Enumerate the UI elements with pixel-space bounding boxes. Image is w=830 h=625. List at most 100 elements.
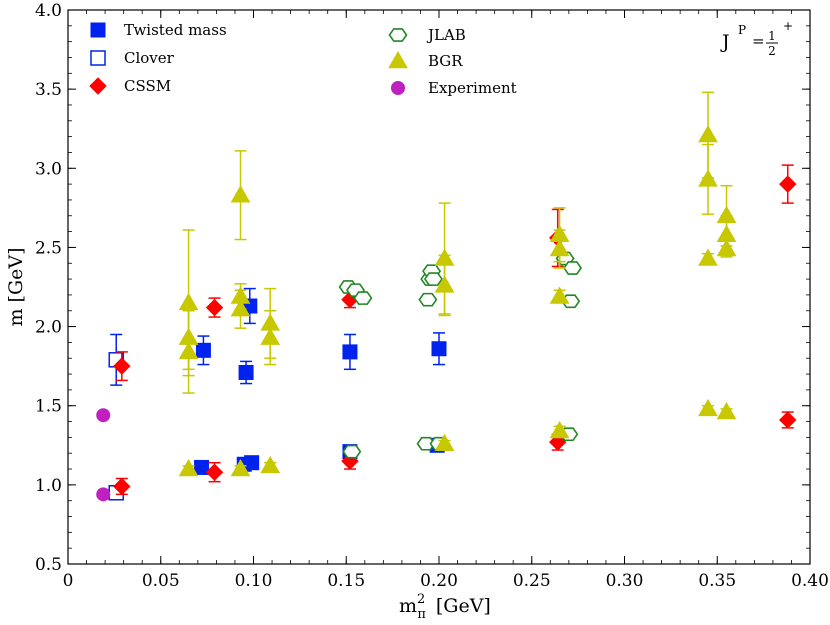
data-point — [716, 224, 737, 243]
x-tick-label: 0.15 — [327, 571, 365, 591]
series-experiment — [96, 408, 111, 502]
data-point — [195, 342, 211, 358]
legend-label: Clover — [124, 49, 175, 67]
x-tick-label: 0.25 — [513, 571, 551, 591]
data-point — [716, 205, 737, 224]
series-cssm — [113, 164, 797, 496]
legend-entry: Twisted mass — [90, 21, 227, 39]
legend-label: JLAB — [426, 26, 466, 44]
y-tick-label: 1.0 — [35, 476, 62, 496]
plot-frame — [67, 9, 811, 565]
x-tick-label: 0.35 — [698, 571, 736, 591]
legend-label: Twisted mass — [124, 21, 227, 39]
data-point — [423, 272, 443, 286]
data-point — [418, 292, 438, 307]
data-point — [230, 459, 251, 477]
annotation-parity-sign: + — [783, 19, 793, 33]
data-point — [113, 477, 131, 496]
data-marks — [96, 91, 797, 502]
data-point — [342, 444, 362, 459]
data-point — [205, 463, 224, 481]
data-point — [549, 239, 570, 257]
data-point — [230, 185, 251, 203]
annotation-equals: = — [752, 32, 765, 50]
data-point — [779, 175, 797, 193]
legend-marker — [89, 77, 107, 95]
y-tick-label: 1.5 — [35, 397, 62, 417]
data-point — [178, 341, 199, 360]
data-point — [96, 408, 111, 423]
legend-entry: CSSM — [89, 77, 171, 95]
data-point — [205, 298, 224, 317]
data-point — [434, 275, 455, 293]
x-tick-label: 0.30 — [606, 571, 644, 591]
data-point — [194, 459, 210, 475]
legend-marker — [388, 28, 408, 42]
annotation-numerator: 1 — [768, 29, 776, 43]
legend-entry: BGR — [388, 50, 463, 70]
legend-entry: JLAB — [388, 26, 466, 44]
data-point — [434, 248, 455, 266]
legend-entry: Experiment — [391, 79, 517, 97]
y-tick-label: 2.5 — [35, 238, 62, 258]
legend-label: Experiment — [428, 79, 517, 97]
data-point — [230, 286, 251, 304]
data-point — [353, 291, 373, 305]
data-point — [260, 455, 281, 474]
legend: Twisted mass Clover CSSM JLAB BGR Experiment — [89, 21, 517, 97]
legend-marker — [90, 22, 106, 38]
legend-marker — [391, 81, 405, 95]
y-tick-label: 0.5 — [35, 555, 62, 575]
data-point — [416, 436, 436, 451]
data-point — [244, 455, 260, 471]
data-point — [779, 411, 797, 429]
data-point — [698, 248, 718, 266]
data-point — [716, 239, 737, 257]
series-twisted-mass — [194, 287, 447, 475]
y-tick-label: 3.5 — [35, 80, 62, 100]
data-point — [230, 299, 251, 317]
data-point — [716, 402, 737, 420]
data-point — [549, 421, 570, 439]
x-tick-label: 0.40 — [791, 571, 829, 591]
axes: 0 0.05 0.10 0.15 0.20 0.25 0.30 0.35 0.40 0.5 1.0 1… — [5, 1, 829, 622]
data-point — [178, 292, 199, 311]
data-point — [431, 341, 447, 357]
legend-label: CSSM — [124, 77, 171, 95]
x-tick-label: 0.20 — [420, 571, 458, 591]
legend-label: BGR — [428, 52, 463, 70]
x-tick-label: 0.10 — [235, 571, 273, 591]
data-point — [563, 261, 583, 275]
annotation-j: J — [720, 31, 730, 53]
data-point — [434, 433, 455, 451]
y-tick-label: 2.0 — [35, 318, 62, 338]
series-jlab — [338, 251, 583, 459]
quantum-number-annotation: JP = 12 + — [720, 19, 793, 58]
data-point — [342, 344, 358, 360]
x-axis-title: m2 π [GeV] — [399, 592, 491, 622]
data-point — [178, 459, 199, 477]
y-tick-label: 3.0 — [35, 159, 62, 179]
data-point — [238, 364, 254, 380]
annotation-denominator: 2 — [768, 44, 776, 58]
legend-marker — [388, 50, 408, 69]
legend-entry: Clover — [90, 49, 175, 67]
data-point — [96, 487, 111, 502]
y-tick-label: 4.0 — [35, 1, 62, 21]
data-point — [698, 169, 718, 187]
data-point — [260, 327, 281, 345]
series-bgr — [178, 91, 737, 477]
data-point — [178, 327, 199, 345]
data-point — [698, 125, 718, 143]
y-axis-title: m [GeV] — [5, 247, 27, 326]
annotation-p: P — [738, 23, 746, 37]
data-point — [260, 313, 281, 331]
data-point — [113, 357, 131, 375]
x-tick-label: 0 — [63, 571, 74, 591]
data-point — [549, 224, 570, 243]
x-tick-label: 0.05 — [142, 571, 180, 591]
legend-marker — [90, 50, 106, 66]
data-point — [549, 286, 570, 304]
data-point — [698, 398, 718, 417]
